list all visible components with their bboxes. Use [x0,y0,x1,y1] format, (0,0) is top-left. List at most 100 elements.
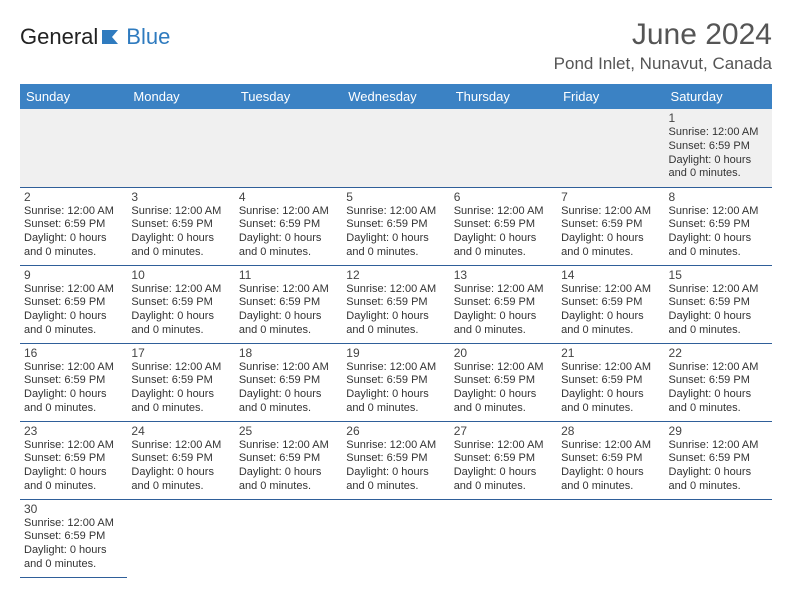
day-number: 5 [346,190,445,204]
calendar-cell [20,109,127,187]
day-number: 18 [239,346,338,360]
calendar-cell: 15Sunrise: 12:00 AMSunset: 6:59 PMDaylig… [665,265,772,343]
day-details: Sunrise: 12:00 AMSunset: 6:59 PMDaylight… [239,205,338,260]
day-details: Sunrise: 12:00 AMSunset: 6:59 PMDaylight… [131,439,230,494]
calendar-table: SundayMondayTuesdayWednesdayThursdayFrid… [20,84,772,578]
calendar-week: 2Sunrise: 12:00 AMSunset: 6:59 PMDayligh… [20,187,772,265]
day-details: Sunrise: 12:00 AMSunset: 6:59 PMDaylight… [239,283,338,338]
day-number: 6 [454,190,553,204]
day-details: Sunrise: 12:00 AMSunset: 6:59 PMDaylight… [346,283,445,338]
day-details: Sunrise: 12:00 AMSunset: 6:59 PMDaylight… [561,205,660,260]
day-details: Sunrise: 12:00 AMSunset: 6:59 PMDaylight… [561,361,660,416]
calendar-cell: 12Sunrise: 12:00 AMSunset: 6:59 PMDaylig… [342,265,449,343]
day-details: Sunrise: 12:00 AMSunset: 6:59 PMDaylight… [669,361,768,416]
day-number: 14 [561,268,660,282]
calendar-cell: 9Sunrise: 12:00 AMSunset: 6:59 PMDayligh… [20,265,127,343]
day-number: 4 [239,190,338,204]
calendar-cell: 14Sunrise: 12:00 AMSunset: 6:59 PMDaylig… [557,265,664,343]
calendar-week: 16 Sunrise: 12:00 AMSunset: 6:59 PMDaylig… [20,343,772,421]
day-number: 28 [561,424,660,438]
calendar-cell: 5Sunrise: 12:00 AMSunset: 6:59 PMDayligh… [342,187,449,265]
day-number: 7 [561,190,660,204]
day-details: Sunrise: 12:00 AMSunset: 6:59 PMDaylight… [346,205,445,260]
day-details: Sunrise: 12:00 AMSunset: 6:59 PMDaylight… [561,439,660,494]
calendar-week: 1Sunrise: 12:00 AMSunset: 6:59 PMDayligh… [20,109,772,187]
calendar-cell [235,499,342,577]
day-number: 11 [239,268,338,282]
calendar-cell [127,499,234,577]
calendar-cell: 27Sunrise: 12:00 AMSunset: 6:59 PMDaylig… [450,421,557,499]
calendar-cell: 19Sunrise: 12:00 AMSunset: 6:59 PMDaylig… [342,343,449,421]
day-header: Sunday [20,84,127,109]
calendar-cell: 28Sunrise: 12:00 AMSunset: 6:59 PMDaylig… [557,421,664,499]
day-number: 16 [24,346,123,360]
day-number: 15 [669,268,768,282]
day-details: Sunrise: 12:00 AMSunset: 6:59 PMDaylight… [239,439,338,494]
day-number: 12 [346,268,445,282]
calendar-cell [665,499,772,577]
calendar-cell [450,499,557,577]
calendar-cell [557,109,664,187]
location: Pond Inlet, Nunavut, Canada [554,54,772,74]
calendar-cell [235,109,342,187]
calendar-cell [127,109,234,187]
day-details: Sunrise: 12:00 AMSunset: 6:59 PMDaylight… [561,283,660,338]
brand-logo: General Blue [20,18,170,50]
calendar-cell: 16Sunrise: 12:00 AMSunset: 6:59 PMDaylig… [20,343,127,421]
day-number: 22 [669,346,768,360]
calendar-cell: 1Sunrise: 12:00 AMSunset: 6:59 PMDayligh… [665,109,772,187]
day-details: Sunrise: 12:00 AMSunset: 6:59 PMDaylight… [454,205,553,260]
calendar-cell: 24Sunrise: 12:00 AMSunset: 6:59 PMDaylig… [127,421,234,499]
calendar-header-row: SundayMondayTuesdayWednesdayThursdayFrid… [20,84,772,109]
day-details: Sunrise: 12:00 AMSunset: 6:59 PMDaylight… [131,361,230,416]
calendar-cell: 30Sunrise: 12:00 AMSunset: 6:59 PMDaylig… [20,499,127,577]
calendar-cell: 8Sunrise: 12:00 AMSunset: 6:59 PMDayligh… [665,187,772,265]
day-details: Sunrise: 12:00 AMSunset: 6:59 PMDaylight… [669,205,768,260]
calendar-cell: 17Sunrise: 12:00 AMSunset: 6:59 PMDaylig… [127,343,234,421]
calendar-cell: 3Sunrise: 12:00 AMSunset: 6:59 PMDayligh… [127,187,234,265]
calendar-body: 1 Sunrise: 12:00 AMSunset: 6:59 PMDayligh… [20,109,772,577]
day-number: 27 [454,424,553,438]
brand-part2: Blue [126,24,170,50]
day-number: 29 [669,424,768,438]
calendar-cell: 25Sunrise: 12:00 AMSunset: 6:59 PMDaylig… [235,421,342,499]
day-details: Sunrise: 12:00 AMSunset: 6:59 PMDaylight… [346,361,445,416]
day-details: Sunrise: 12:00 AMSunset: 6:59 PMDaylight… [239,361,338,416]
day-number: 1 [669,111,768,125]
day-number: 2 [24,190,123,204]
calendar-cell: 22Sunrise: 12:00 AMSunset: 6:59 PMDaylig… [665,343,772,421]
calendar-cell: 4Sunrise: 12:00 AMSunset: 6:59 PMDayligh… [235,187,342,265]
calendar-week: 30Sunrise: 12:00 AMSunset: 6:59 PMDaylig… [20,499,772,577]
calendar-cell [557,499,664,577]
calendar-cell [450,109,557,187]
day-header: Tuesday [235,84,342,109]
day-number: 8 [669,190,768,204]
calendar-cell: 2Sunrise: 12:00 AMSunset: 6:59 PMDayligh… [20,187,127,265]
day-details: Sunrise: 12:00 AMSunset: 6:59 PMDaylight… [669,283,768,338]
day-number: 21 [561,346,660,360]
day-number: 26 [346,424,445,438]
day-header: Monday [127,84,234,109]
day-details: Sunrise: 12:00 AMSunset: 6:59 PMDaylight… [24,439,123,494]
calendar-cell: 6Sunrise: 12:00 AMSunset: 6:59 PMDayligh… [450,187,557,265]
day-number: 9 [24,268,123,282]
brand-part1: General [20,24,98,50]
day-details: Sunrise: 12:00 AMSunset: 6:59 PMDaylight… [131,205,230,260]
day-number: 30 [24,502,123,516]
day-details: Sunrise: 12:00 AMSunset: 6:59 PMDaylight… [24,205,123,260]
calendar-cell: 26Sunrise: 12:00 AMSunset: 6:59 PMDaylig… [342,421,449,499]
calendar-week: 9 Sunrise: 12:00 AMSunset: 6:59 PMDayligh… [20,265,772,343]
day-header: Wednesday [342,84,449,109]
calendar-cell [342,109,449,187]
calendar-cell: 29Sunrise: 12:00 AMSunset: 6:59 PMDaylig… [665,421,772,499]
day-details: Sunrise: 12:00 AMSunset: 6:59 PMDaylight… [454,439,553,494]
calendar-cell: 13Sunrise: 12:00 AMSunset: 6:59 PMDaylig… [450,265,557,343]
calendar-cell: 11Sunrise: 12:00 AMSunset: 6:59 PMDaylig… [235,265,342,343]
day-details: Sunrise: 12:00 AMSunset: 6:59 PMDaylight… [669,126,768,181]
day-number: 20 [454,346,553,360]
day-details: Sunrise: 12:00 AMSunset: 6:59 PMDaylight… [454,283,553,338]
calendar-cell: 10Sunrise: 12:00 AMSunset: 6:59 PMDaylig… [127,265,234,343]
calendar-cell: 7Sunrise: 12:00 AMSunset: 6:59 PMDayligh… [557,187,664,265]
day-number: 17 [131,346,230,360]
day-details: Sunrise: 12:00 AMSunset: 6:59 PMDaylight… [346,439,445,494]
